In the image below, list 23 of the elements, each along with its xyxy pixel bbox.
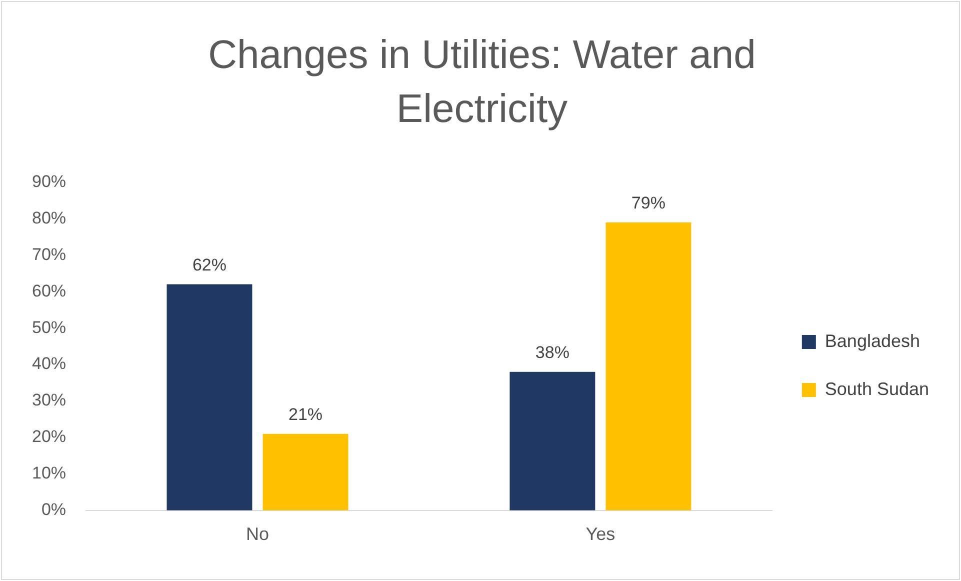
chart-title: Changes in Utilities: Water and Electricity [207, 32, 757, 133]
x-tick-label: Yes [586, 524, 616, 544]
legend-label: South Sudan [824, 378, 930, 399]
y-tick-label: 60% [32, 281, 66, 300]
x-tick-label: No [246, 524, 270, 544]
y-tick-label: 40% [32, 354, 66, 374]
y-tick-label: 90% [32, 172, 66, 191]
data-label: 79% [631, 194, 666, 212]
bar [606, 222, 692, 510]
y-tick-label: 30% [32, 390, 66, 410]
y-tick-label: 20% [32, 427, 66, 446]
y-tick-label: 70% [32, 244, 66, 264]
data-label: 38% [535, 343, 570, 362]
y-tick-label: 50% [32, 318, 66, 337]
y-tick-label: 0% [41, 500, 66, 520]
bar [510, 372, 596, 510]
data-label: 62% [192, 255, 226, 274]
y-tick-label: 80% [32, 208, 66, 228]
bar [262, 434, 348, 510]
bar [166, 284, 252, 510]
y-tick-label: 10% [32, 464, 66, 483]
data-label: 21% [288, 405, 323, 424]
legend-label: Bangladesh [824, 330, 920, 351]
